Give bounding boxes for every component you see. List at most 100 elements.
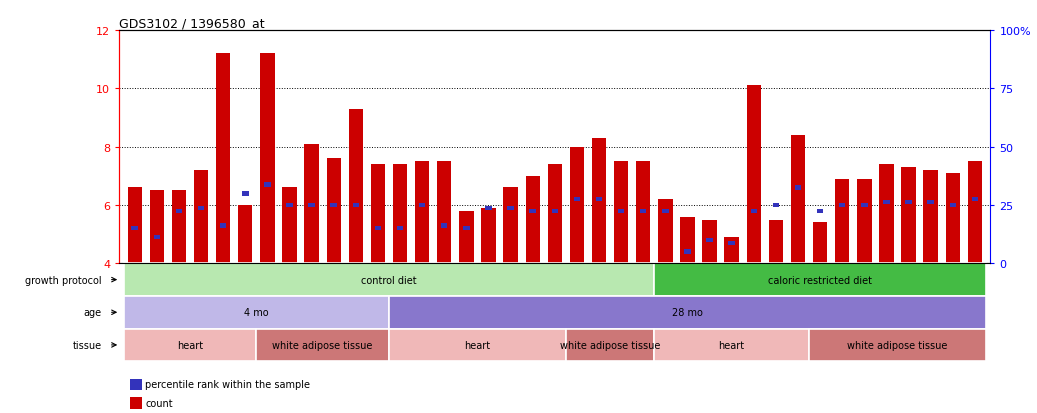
- Bar: [573, 197, 580, 202]
- Bar: [242, 192, 249, 196]
- Bar: [507, 206, 513, 211]
- Text: 4 mo: 4 mo: [244, 308, 269, 318]
- Bar: [353, 203, 359, 208]
- Bar: [264, 183, 271, 188]
- Bar: [636, 162, 650, 263]
- Bar: [153, 235, 160, 240]
- Bar: [791, 136, 805, 263]
- Bar: [809, 329, 986, 361]
- Bar: [123, 329, 256, 361]
- Bar: [566, 329, 654, 361]
- Bar: [415, 162, 429, 263]
- Text: heart: heart: [177, 340, 203, 350]
- Bar: [419, 203, 425, 208]
- Bar: [884, 200, 890, 205]
- Bar: [879, 165, 894, 263]
- Bar: [702, 220, 717, 263]
- Bar: [441, 224, 448, 228]
- Bar: [614, 162, 628, 263]
- Bar: [481, 209, 496, 263]
- Bar: [552, 209, 558, 214]
- Bar: [596, 197, 602, 202]
- Bar: [684, 250, 691, 254]
- Bar: [305, 145, 318, 263]
- Bar: [393, 165, 408, 263]
- Bar: [548, 165, 562, 263]
- Bar: [640, 209, 646, 214]
- Bar: [835, 179, 849, 263]
- Bar: [751, 209, 757, 214]
- Bar: [927, 200, 934, 205]
- Bar: [437, 162, 451, 263]
- Text: tissue: tissue: [73, 340, 102, 350]
- Bar: [968, 162, 982, 263]
- Text: caloric restricted diet: caloric restricted diet: [768, 275, 872, 285]
- Bar: [592, 139, 607, 263]
- Bar: [526, 176, 540, 263]
- Bar: [858, 179, 871, 263]
- Bar: [374, 227, 382, 231]
- Bar: [503, 188, 517, 263]
- Bar: [123, 263, 654, 296]
- Bar: [773, 203, 779, 208]
- Bar: [286, 203, 292, 208]
- Bar: [331, 203, 337, 208]
- Text: 28 mo: 28 mo: [672, 308, 703, 318]
- Bar: [924, 171, 937, 263]
- Bar: [256, 329, 389, 361]
- Text: white adipose tissue: white adipose tissue: [847, 340, 948, 350]
- Bar: [371, 165, 385, 263]
- Bar: [198, 206, 204, 211]
- Bar: [813, 223, 828, 263]
- Bar: [123, 296, 389, 329]
- Bar: [794, 186, 802, 190]
- Text: count: count: [145, 398, 173, 408]
- Bar: [459, 211, 474, 263]
- Text: control diet: control diet: [361, 275, 417, 285]
- Bar: [485, 206, 492, 211]
- Bar: [839, 203, 845, 208]
- Bar: [260, 54, 275, 263]
- Text: GDS3102 / 1396580_at: GDS3102 / 1396580_at: [119, 17, 264, 30]
- Bar: [194, 171, 208, 263]
- Bar: [905, 200, 912, 205]
- Bar: [149, 191, 164, 263]
- Bar: [348, 109, 363, 263]
- Bar: [654, 263, 986, 296]
- Bar: [861, 203, 868, 208]
- Bar: [220, 224, 226, 228]
- Bar: [747, 86, 761, 263]
- Bar: [901, 168, 916, 263]
- Bar: [728, 241, 735, 245]
- Text: heart: heart: [465, 340, 491, 350]
- Bar: [817, 209, 823, 214]
- Bar: [175, 209, 183, 214]
- Bar: [530, 209, 536, 214]
- Bar: [389, 296, 986, 329]
- Bar: [654, 329, 809, 361]
- Text: white adipose tissue: white adipose tissue: [273, 340, 373, 350]
- Bar: [706, 238, 712, 242]
- Bar: [950, 203, 956, 208]
- Bar: [569, 147, 584, 263]
- Bar: [618, 209, 624, 214]
- Text: growth protocol: growth protocol: [25, 275, 102, 285]
- Bar: [239, 206, 252, 263]
- Bar: [128, 188, 142, 263]
- Bar: [680, 217, 695, 263]
- Bar: [216, 54, 230, 263]
- Bar: [389, 329, 566, 361]
- Bar: [327, 159, 341, 263]
- Bar: [662, 209, 669, 214]
- Bar: [308, 203, 315, 208]
- Text: white adipose tissue: white adipose tissue: [560, 340, 661, 350]
- Bar: [172, 191, 186, 263]
- Text: heart: heart: [719, 340, 745, 350]
- Bar: [282, 188, 297, 263]
- Bar: [972, 197, 978, 202]
- Bar: [946, 173, 960, 263]
- Bar: [768, 220, 783, 263]
- Text: percentile rank within the sample: percentile rank within the sample: [145, 380, 310, 389]
- Bar: [132, 227, 138, 231]
- Text: age: age: [84, 308, 102, 318]
